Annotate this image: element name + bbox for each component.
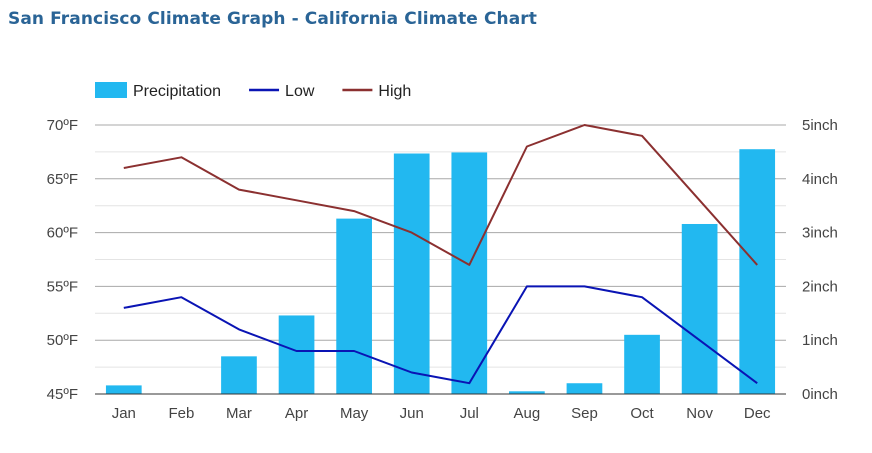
- x-tick-label: Oct: [630, 405, 654, 422]
- y-right-tick-label: 3inch: [802, 225, 838, 242]
- precipitation-bar: [566, 383, 603, 394]
- x-tick-label: May: [340, 405, 369, 422]
- y-left-tick-label: 65ºF: [47, 171, 78, 188]
- legend-swatch-precipitation: [95, 82, 127, 98]
- precipitation-bar: [739, 149, 776, 394]
- y-left-tick-label: 55ºF: [47, 278, 78, 295]
- y-right-tick-label: 2inch: [802, 278, 838, 295]
- page-title: San Francisco Climate Graph - California…: [8, 9, 538, 29]
- legend-label: Precipitation: [133, 83, 221, 100]
- y-left-tick-label: 50ºF: [47, 332, 78, 349]
- y-right-tick-label: 5inch: [802, 117, 838, 134]
- precipitation-bar: [278, 315, 315, 394]
- x-tick-label: Mar: [226, 405, 252, 422]
- x-tick-label: Feb: [168, 405, 194, 422]
- high-temperature-line: [123, 124, 758, 266]
- x-tick-label: Dec: [744, 405, 771, 422]
- y-left-tick-label: 70ºF: [47, 117, 78, 134]
- precipitation-bar: [221, 356, 257, 394]
- precipitation-bar: [681, 223, 718, 394]
- x-tick-label: Sep: [571, 405, 598, 422]
- legend-label: Low: [285, 83, 315, 100]
- precipitation-bar: [451, 152, 488, 394]
- x-tick-label: Jul: [460, 405, 479, 422]
- low-temperature-line: [123, 285, 758, 385]
- precipitation-bar: [393, 153, 430, 394]
- x-tick-label: Jun: [400, 405, 424, 422]
- precipitation-bar: [336, 218, 372, 394]
- y-right-tick-label: 0inch: [802, 386, 838, 403]
- precipitation-bar: [105, 385, 142, 394]
- y-right-tick-label: 1inch: [802, 332, 838, 349]
- precipitation-bar: [509, 391, 545, 394]
- x-tick-label: Aug: [514, 405, 541, 422]
- y-left-tick-label: 60ºF: [47, 225, 78, 242]
- y-left-tick-label: 45ºF: [47, 386, 78, 403]
- precipitation-bar: [624, 334, 660, 394]
- y-right-tick-label: 4inch: [802, 171, 838, 188]
- legend-label: High: [378, 83, 411, 100]
- x-tick-label: Apr: [285, 405, 308, 422]
- x-tick-label: Nov: [686, 405, 713, 422]
- x-tick-label: Jan: [112, 405, 136, 422]
